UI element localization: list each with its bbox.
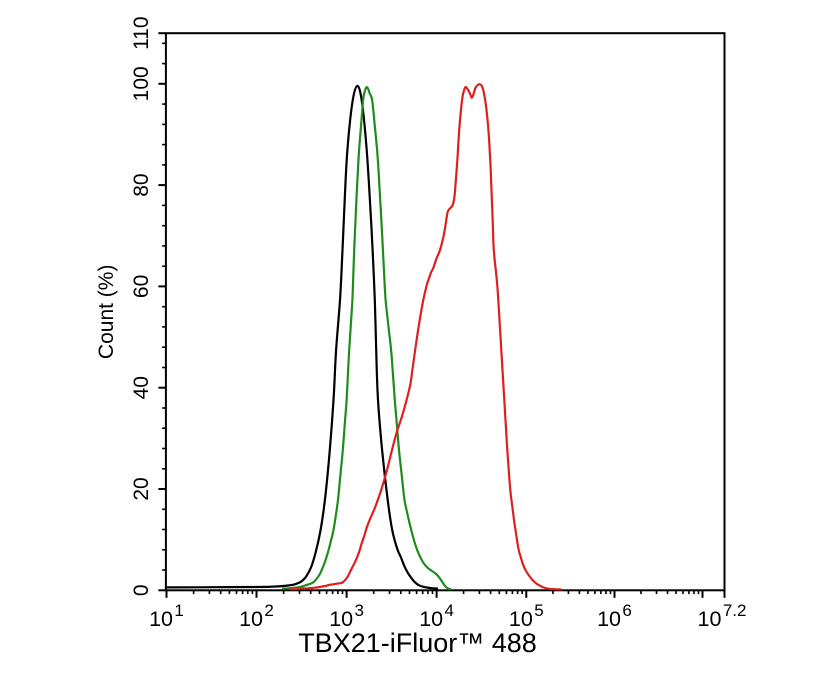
svg-text:0: 0 xyxy=(130,584,153,596)
svg-text:TBX21-iFluor™ 488: TBX21-iFluor™ 488 xyxy=(298,628,537,658)
svg-text:100: 100 xyxy=(130,66,153,101)
svg-text:40: 40 xyxy=(130,376,153,399)
svg-text:Count (%): Count (%) xyxy=(95,265,118,360)
svg-text:110: 110 xyxy=(130,16,153,49)
svg-text:20: 20 xyxy=(130,477,153,500)
svg-text:60: 60 xyxy=(130,275,153,298)
svg-text:80: 80 xyxy=(130,173,153,196)
